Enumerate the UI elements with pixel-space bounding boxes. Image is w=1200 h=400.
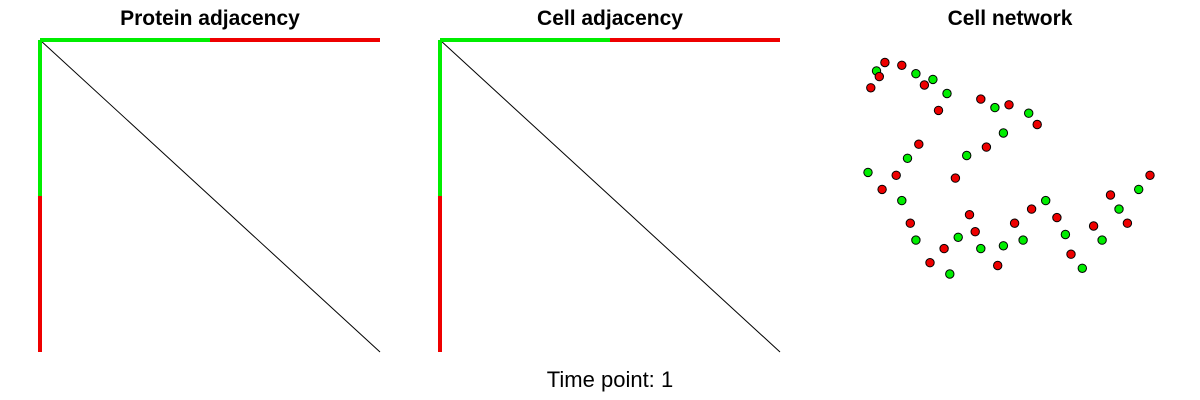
cell-node-green [902, 153, 913, 164]
time-point-label: Time point: [546, 367, 655, 392]
cell-node-red [964, 210, 975, 220]
cell-node-red [1122, 218, 1133, 228]
cell-node-green [1041, 195, 1051, 206]
cell-node-red [981, 142, 992, 152]
protein-adjacency-diagonal [39, 39, 381, 353]
cell-node-red [891, 170, 901, 181]
time-point-caption: Time point: 1 [460, 367, 760, 393]
cell-node-green [911, 235, 921, 245]
cell-node-red [1088, 221, 1099, 231]
cell-node-green [1060, 229, 1071, 240]
cell-node-green [863, 167, 873, 178]
cell-node-red [905, 218, 915, 228]
cell-node-green [897, 195, 907, 206]
cell-node-red [1032, 119, 1042, 130]
cell-node-red [970, 227, 980, 237]
cell-node-green [928, 74, 938, 85]
cell-node-green [1097, 235, 1107, 245]
cell-node-red [1009, 218, 1020, 228]
cell-node-red [1145, 170, 1155, 181]
cell-node-red [925, 258, 935, 268]
cell-node-red [877, 184, 887, 195]
cell-node-green [911, 69, 921, 79]
cell-node-red [939, 243, 949, 254]
cell-node-red [866, 83, 876, 93]
cell-node-red [880, 57, 890, 68]
cell-node-green [1018, 235, 1028, 245]
cell-node-green [1134, 184, 1144, 195]
protein-adjacency-title: Protein adjacency [120, 7, 300, 30]
cell-adjacency-matrix [438, 38, 781, 353]
cell-node-green [945, 269, 955, 279]
cell-node-green [990, 102, 1000, 113]
cell-node-green [1024, 108, 1034, 118]
cell-node-green [1114, 204, 1124, 214]
cell-node-green [998, 128, 1009, 138]
cell-node-red [1052, 212, 1062, 223]
cell-node-red [914, 139, 924, 149]
protein-adjacency-matrix [38, 38, 381, 353]
cell-node-red [950, 173, 961, 183]
cell-node-green [953, 232, 963, 243]
cell-node-green [942, 88, 952, 99]
cell-node-red [897, 60, 907, 71]
cell-node-red [874, 71, 884, 82]
cell-node-red [1026, 204, 1037, 214]
time-point-value: 1 [660, 367, 674, 392]
cell-node-green [998, 241, 1009, 251]
cell-network-title: Cell network [947, 7, 1073, 30]
cell-adjacency-title: Cell adjacency [537, 7, 683, 30]
cell-node-green [1077, 263, 1088, 273]
cell-node-red [1105, 190, 1116, 200]
cell-node-green [962, 150, 972, 161]
cell-adjacency-diagonal [439, 39, 781, 353]
cell-node-green [976, 243, 986, 254]
cell-node-red [919, 80, 930, 90]
cell-node-red [1066, 249, 1076, 259]
cell-node-red [933, 105, 944, 116]
cell-network-graph [863, 57, 1155, 279]
cell-node-red [976, 94, 986, 104]
cell-node-red [993, 260, 1003, 271]
cell-node-red [1004, 100, 1014, 110]
